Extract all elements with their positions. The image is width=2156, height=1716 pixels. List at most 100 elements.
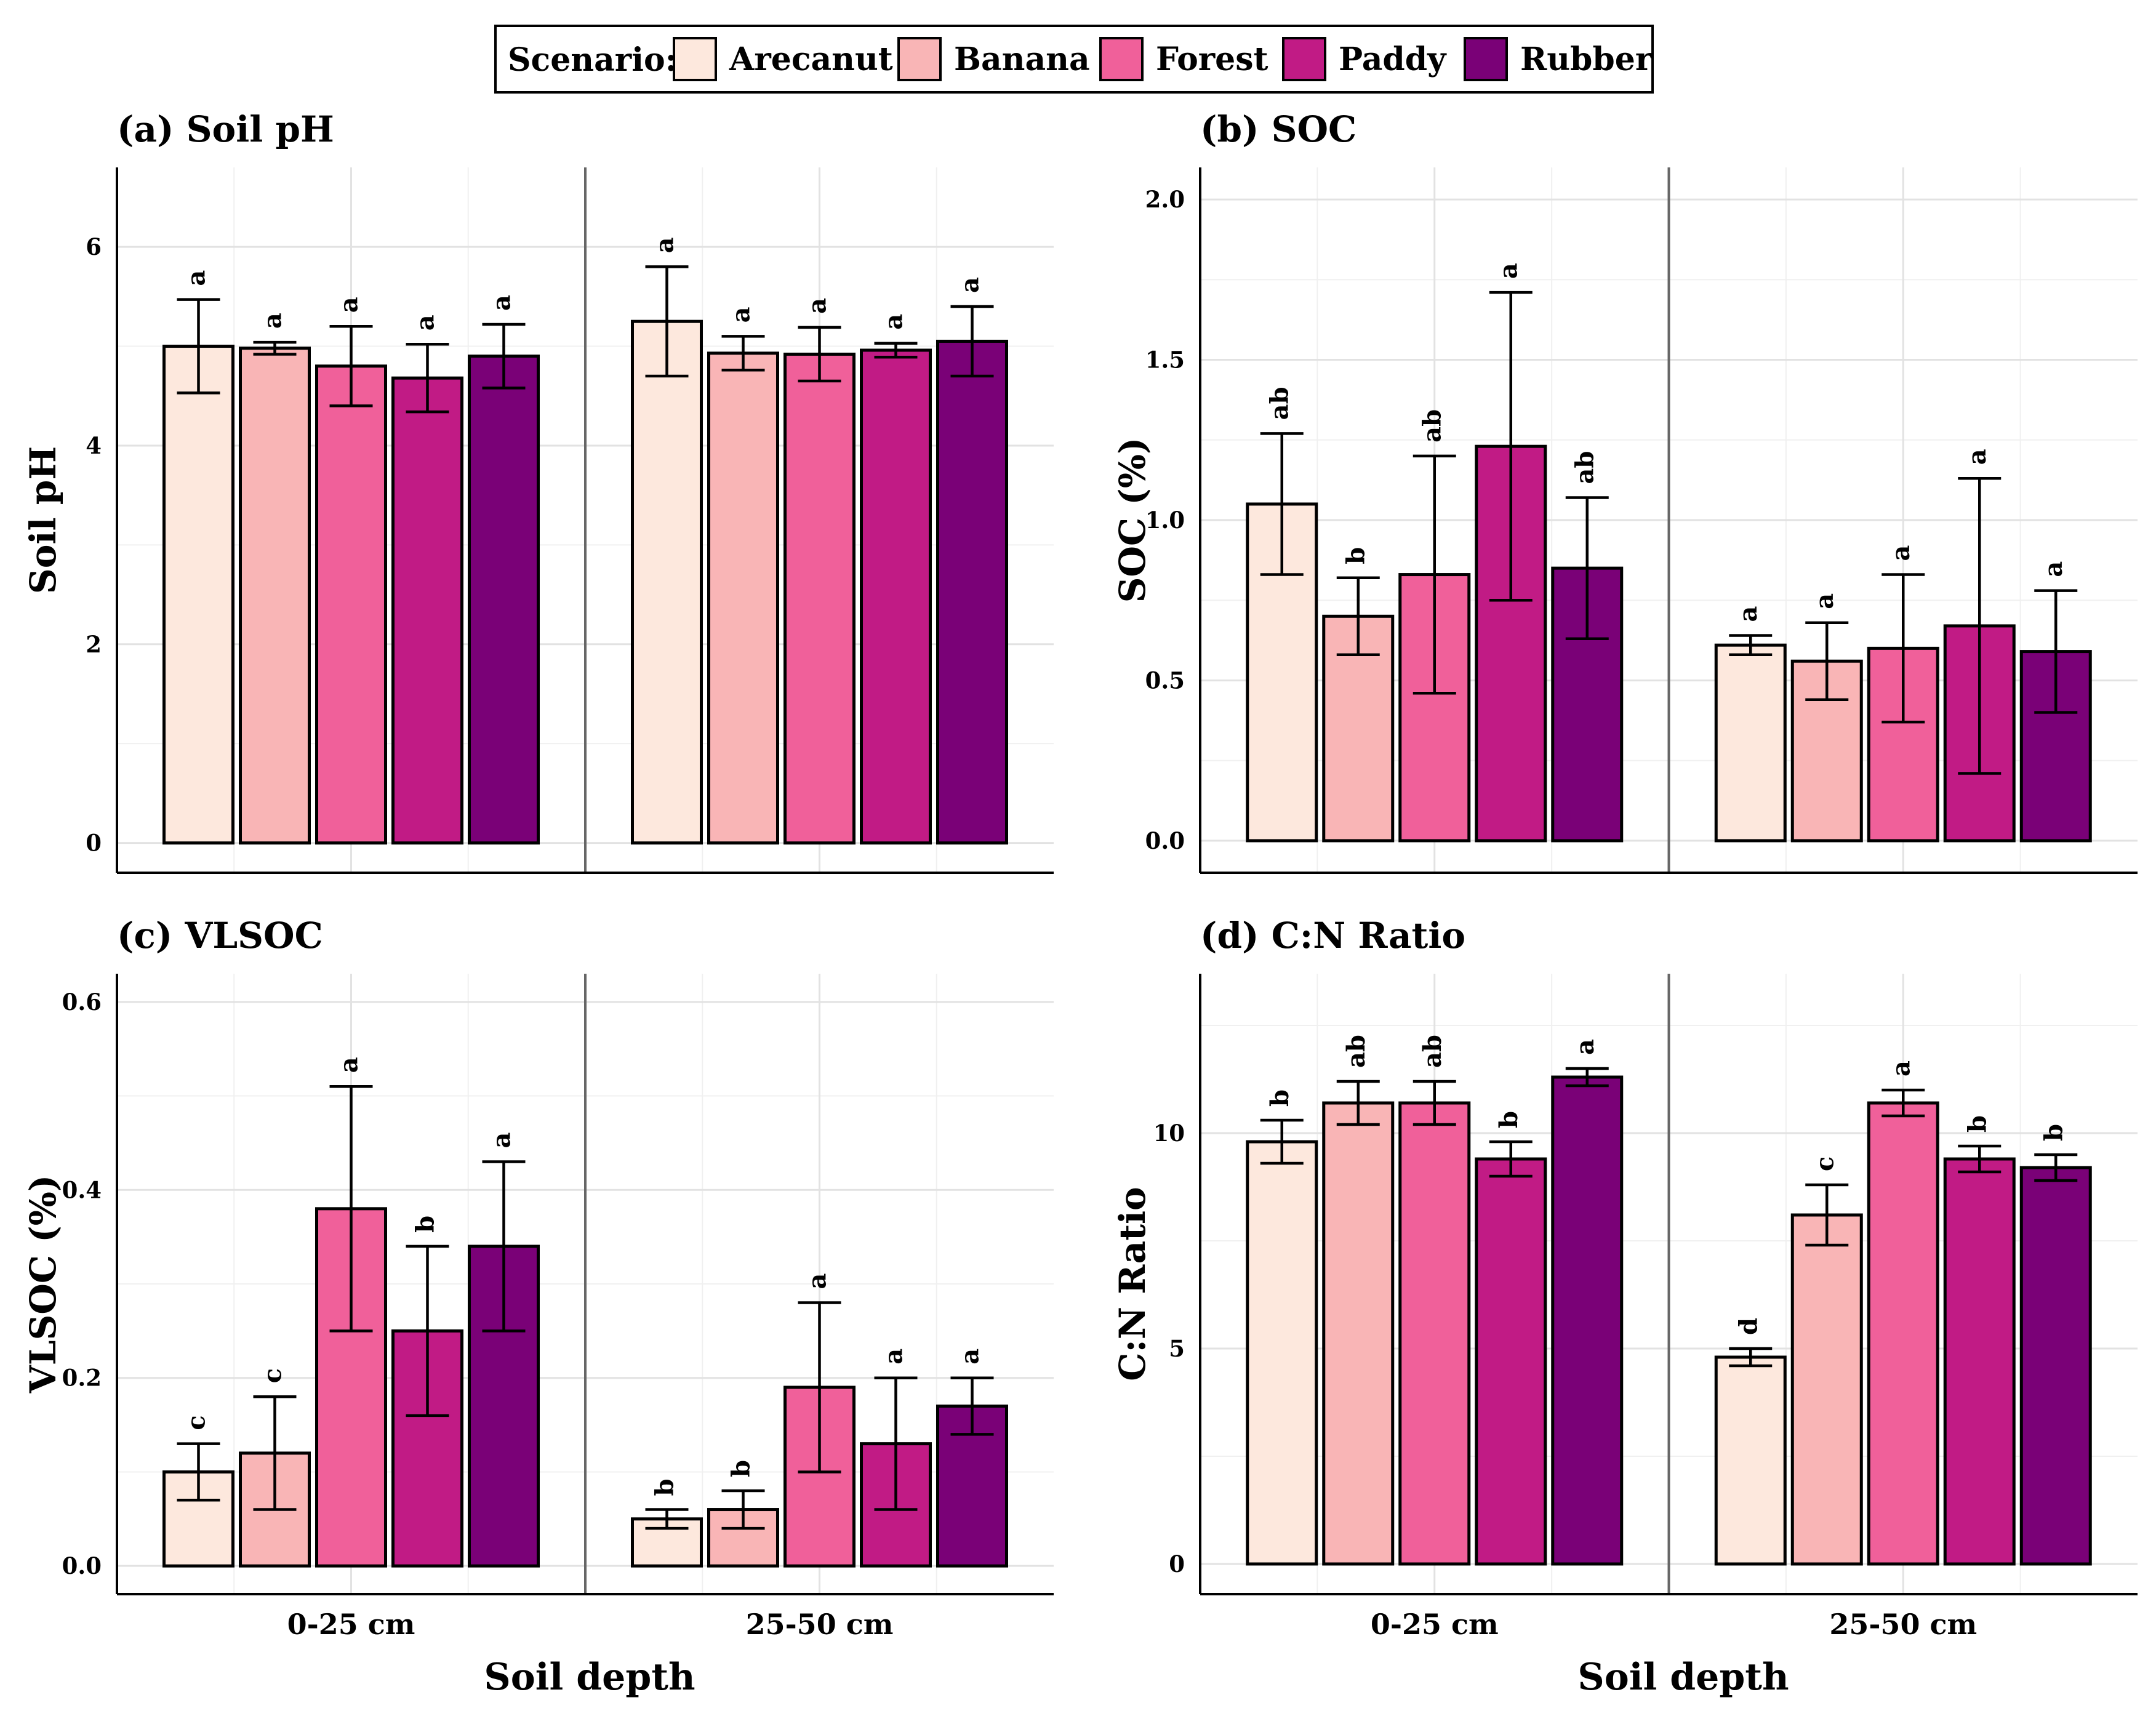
bar-rubber: [936, 339, 1008, 845]
bar-banana: [707, 351, 779, 845]
significance-letter: c: [182, 1415, 211, 1430]
significance-letter: c: [258, 1368, 287, 1383]
y-tick-label: 0: [86, 830, 102, 857]
significance-letter: a: [1734, 606, 1763, 622]
significance-letter: a: [1963, 449, 1992, 465]
y-tick-label: 0: [1169, 1550, 1185, 1578]
significance-letter: a: [487, 295, 516, 311]
significance-letter: a: [880, 1349, 908, 1365]
panel-title: (c) VLSOC: [117, 915, 323, 956]
significance-letter: d: [1734, 1318, 1763, 1335]
significance-letter: c: [1810, 1157, 1839, 1171]
legend-label-banana: Banana: [954, 41, 1090, 78]
panel-2: (b) SOC SOC (%) 0.0 0.5 1.0 1.5 2.0 ab b ab a ab a a a…: [1112, 108, 2138, 874]
significance-letter: a: [956, 1349, 985, 1365]
significance-letter: a: [803, 298, 832, 314]
bar-arecanut: [1246, 1140, 1318, 1566]
significance-letter: ab: [1418, 1035, 1447, 1068]
significance-letter: a: [487, 1133, 516, 1149]
bar-rubber: [468, 355, 540, 845]
significance-letter: b: [411, 1216, 440, 1233]
panel-title: (d) C:N Ratio: [1200, 915, 1465, 956]
significance-letter: b: [727, 1460, 756, 1477]
legend-swatch-rubber: [1464, 37, 1508, 81]
y-tick-label: 0.5: [1145, 667, 1185, 694]
bar-arecanut: [1714, 643, 1787, 843]
significance-letter: a: [1810, 593, 1839, 609]
significance-letter: a: [335, 1057, 364, 1073]
bar-forest: [1398, 1101, 1471, 1566]
significance-letter: ab: [1418, 409, 1447, 443]
y-axis-label: SOC (%): [1112, 438, 1153, 603]
y-tick-label: 0.2: [62, 1365, 102, 1392]
y-tick-label: 5: [1169, 1335, 1185, 1362]
bar-forest: [1867, 1101, 1939, 1566]
significance-letter: b: [651, 1479, 679, 1496]
significance-letter: a: [182, 270, 211, 286]
x-tick-label: 25-50 cm: [746, 1608, 894, 1641]
bar-arecanut: [631, 319, 703, 845]
y-tick-label: 0.0: [1145, 827, 1185, 854]
y-tick-label: 4: [86, 432, 102, 459]
significance-letter: a: [335, 297, 364, 313]
x-axis-label-right: Soil depth: [1577, 1656, 1789, 1699]
legend: Scenario: Arecanut Banana Forest Paddy Rubbe…: [494, 25, 1654, 94]
y-tick-label: 2.0: [1145, 186, 1185, 213]
significance-letter: b: [1963, 1115, 1992, 1133]
y-tick-label: 2: [86, 631, 102, 658]
significance-letter: ab: [1265, 387, 1294, 420]
significance-letter: b: [2039, 1124, 2068, 1141]
significance-letter: a: [1494, 263, 1523, 279]
bar-arecanut: [162, 345, 234, 845]
bar-banana: [1790, 1213, 1863, 1566]
significance-letter: a: [1886, 1060, 1915, 1077]
y-axis-label: C:N Ratio: [1112, 1187, 1153, 1381]
bar-paddy: [391, 376, 463, 845]
significance-letter: ab: [1342, 1035, 1371, 1068]
x-tick-label: 0-25 cm: [1371, 1608, 1499, 1641]
legend-swatch-banana: [897, 37, 942, 81]
y-tick-label: 0.4: [62, 1176, 102, 1203]
significance-letter: a: [1886, 545, 1915, 561]
legend-label-rubber: Rubber: [1520, 41, 1653, 78]
bar-arecanut: [1714, 1355, 1787, 1566]
significance-letter: a: [803, 1273, 832, 1289]
y-tick-label: 6: [86, 233, 102, 260]
significance-letter: a: [411, 315, 440, 331]
bar-paddy: [1943, 1157, 2016, 1566]
significance-letter: a: [258, 313, 287, 329]
bar-forest: [315, 364, 387, 845]
significance-letter: b: [1342, 547, 1371, 564]
panel-title: (a) Soil pH: [117, 108, 334, 150]
legend-title: Scenario:: [508, 41, 677, 79]
significance-letter: a: [651, 237, 679, 253]
bar-paddy: [1475, 1157, 1547, 1566]
x-tick-label: 25-50 cm: [1829, 1608, 1977, 1641]
significance-letter: a: [2039, 561, 2068, 577]
y-axis-label: Soil pH: [22, 446, 64, 594]
bar-banana: [1322, 1101, 1395, 1566]
bar-banana: [239, 347, 311, 845]
legend-swatch-paddy: [1282, 37, 1326, 81]
y-tick-label: 10: [1153, 1120, 1185, 1147]
significance-letter: a: [727, 307, 756, 323]
y-tick-label: 0.6: [62, 988, 102, 1016]
significance-letter: a: [956, 277, 985, 293]
y-tick-label: 1.5: [1145, 347, 1185, 374]
x-axis-label-left: Soil depth: [484, 1656, 695, 1699]
significance-letter: b: [1494, 1111, 1523, 1128]
legend-label-paddy: Paddy: [1339, 41, 1447, 78]
bar-forest: [783, 352, 856, 845]
panel-3: (c) VLSOC VLSOC (%) 0.0 0.2 0.4 0.6 c c a b a b b a a a…: [22, 915, 1054, 1641]
bar-paddy: [860, 348, 932, 845]
y-axis-label: VLSOC (%): [22, 1175, 64, 1394]
bar-rubber: [2019, 1166, 2092, 1566]
y-tick-label: 0.0: [62, 1552, 102, 1579]
legend-label-forest: Forest: [1156, 41, 1268, 78]
legend-swatch-forest: [1099, 37, 1144, 81]
significance-letter: b: [1265, 1089, 1294, 1107]
panel-1: (a) Soil pH Soil pH 0 2 4 6 a a a a a a a a a a: [22, 108, 1054, 874]
legend-label-arecanut: Arecanut: [729, 41, 893, 78]
